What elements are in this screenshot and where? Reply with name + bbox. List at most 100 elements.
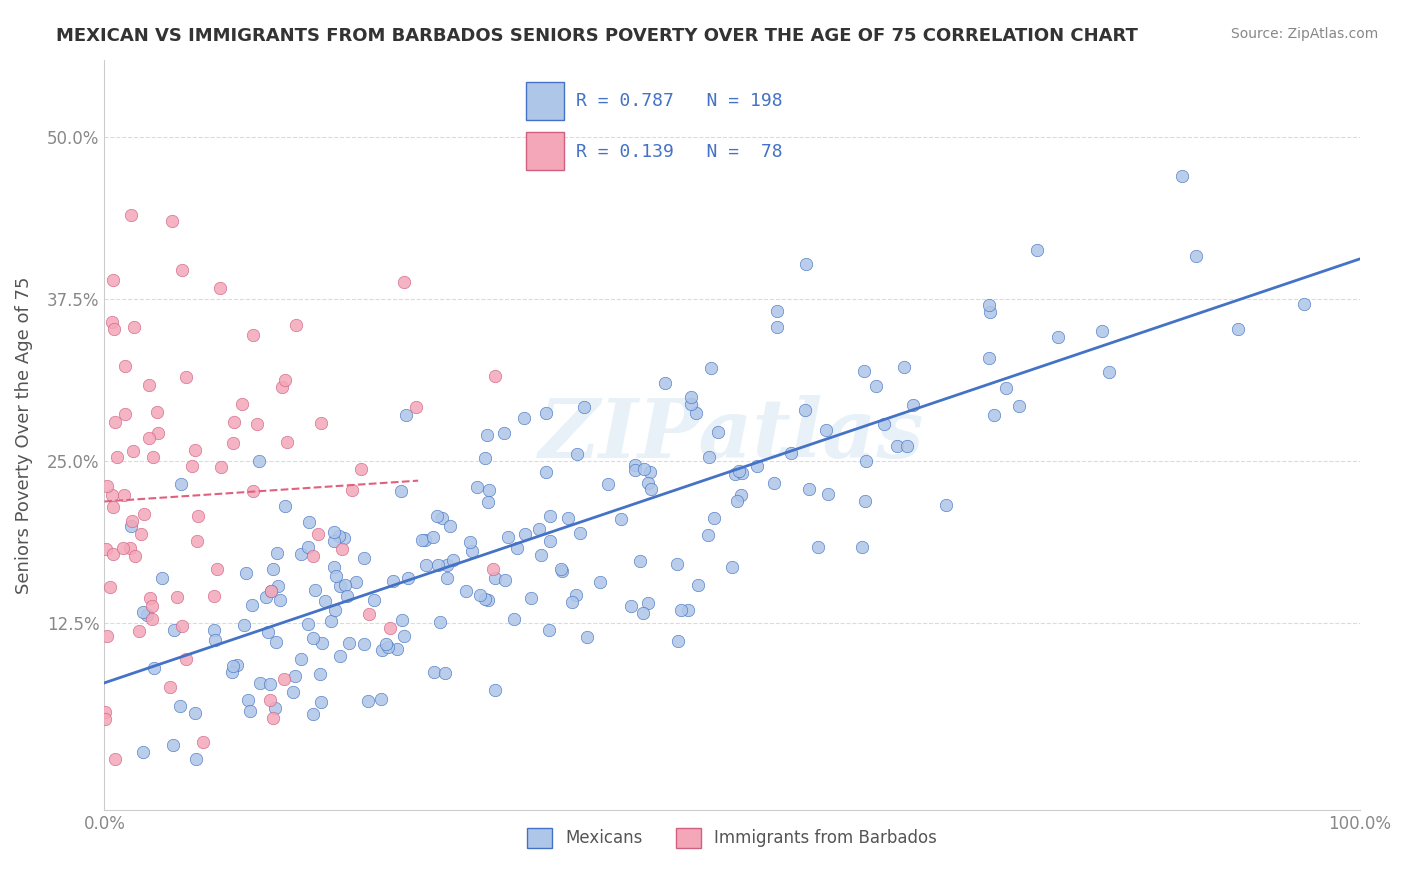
Point — [426, 508, 449, 523]
Point — [323, 559, 346, 574]
Point — [259, 677, 281, 691]
Point — [170, 263, 193, 277]
Point — [405, 401, 427, 415]
Point — [994, 381, 1017, 395]
Point — [596, 477, 619, 491]
Point — [1091, 324, 1114, 338]
Point — [247, 454, 270, 468]
Point — [94, 712, 117, 726]
Point — [225, 658, 247, 673]
Point — [436, 558, 458, 572]
Point — [183, 442, 205, 457]
Point — [519, 591, 541, 605]
Point — [307, 527, 329, 541]
Point — [330, 541, 353, 556]
Point — [297, 617, 319, 632]
Point — [122, 444, 145, 458]
Point — [377, 640, 399, 655]
Point — [703, 511, 725, 525]
Point — [176, 369, 198, 384]
Point — [565, 447, 588, 461]
Point — [297, 540, 319, 554]
Point — [357, 694, 380, 708]
FancyBboxPatch shape — [526, 132, 564, 169]
Point — [725, 494, 748, 508]
Point — [685, 405, 707, 419]
Point — [142, 450, 165, 464]
Point — [610, 512, 633, 526]
Point — [302, 549, 325, 564]
Point — [817, 487, 839, 501]
Point — [387, 642, 409, 657]
Point — [281, 684, 304, 698]
Point — [665, 557, 688, 571]
Point — [236, 693, 259, 707]
Point — [233, 618, 256, 632]
Point — [422, 665, 444, 679]
Point — [807, 540, 830, 554]
Point — [730, 488, 752, 502]
Point — [162, 738, 184, 752]
Point — [669, 602, 692, 616]
Point — [120, 519, 142, 533]
Point — [551, 564, 574, 578]
Point — [141, 612, 163, 626]
Point — [336, 589, 359, 603]
Point — [977, 298, 1000, 312]
Point — [170, 477, 193, 491]
Point — [325, 569, 347, 583]
Point — [623, 463, 645, 477]
Point — [114, 407, 136, 421]
Point — [391, 613, 413, 627]
Point — [122, 320, 145, 334]
Point — [202, 589, 225, 603]
Point — [309, 667, 332, 681]
Point — [166, 590, 188, 604]
Point — [496, 530, 519, 544]
Point — [855, 453, 877, 467]
Point — [160, 213, 183, 227]
Point — [458, 535, 481, 549]
Point — [1098, 365, 1121, 379]
Point — [249, 676, 271, 690]
Point — [903, 398, 925, 412]
Point — [389, 483, 412, 498]
Point — [172, 618, 194, 632]
Point — [731, 467, 754, 481]
Point — [681, 397, 703, 411]
Point — [357, 607, 380, 622]
Point — [323, 602, 346, 616]
Point — [429, 615, 451, 629]
Point — [129, 527, 152, 541]
Point — [276, 435, 298, 450]
Point — [766, 320, 789, 334]
Point — [799, 482, 821, 496]
Point — [337, 636, 360, 650]
Point — [536, 406, 558, 420]
Point — [242, 327, 264, 342]
Point — [411, 533, 433, 548]
Point — [124, 549, 146, 563]
Text: R = 0.139   N =  78: R = 0.139 N = 78 — [576, 143, 783, 161]
Point — [633, 461, 655, 475]
Text: R = 0.787   N = 198: R = 0.787 N = 198 — [576, 93, 783, 111]
Point — [104, 415, 127, 429]
Point — [477, 592, 499, 607]
Point — [378, 621, 401, 635]
Point — [221, 665, 243, 679]
Point — [534, 466, 557, 480]
Point — [565, 588, 588, 602]
Point — [335, 578, 357, 592]
Point — [484, 683, 506, 698]
Point — [370, 691, 392, 706]
Point — [637, 476, 659, 491]
Point — [138, 431, 160, 445]
Point — [132, 507, 155, 521]
Point — [174, 652, 197, 666]
Point — [633, 606, 655, 620]
Point — [873, 417, 896, 431]
Point — [794, 403, 817, 417]
Point — [983, 408, 1005, 422]
Point — [494, 426, 516, 441]
Legend: Mexicans, Immigrants from Barbados: Mexicans, Immigrants from Barbados — [520, 821, 943, 855]
